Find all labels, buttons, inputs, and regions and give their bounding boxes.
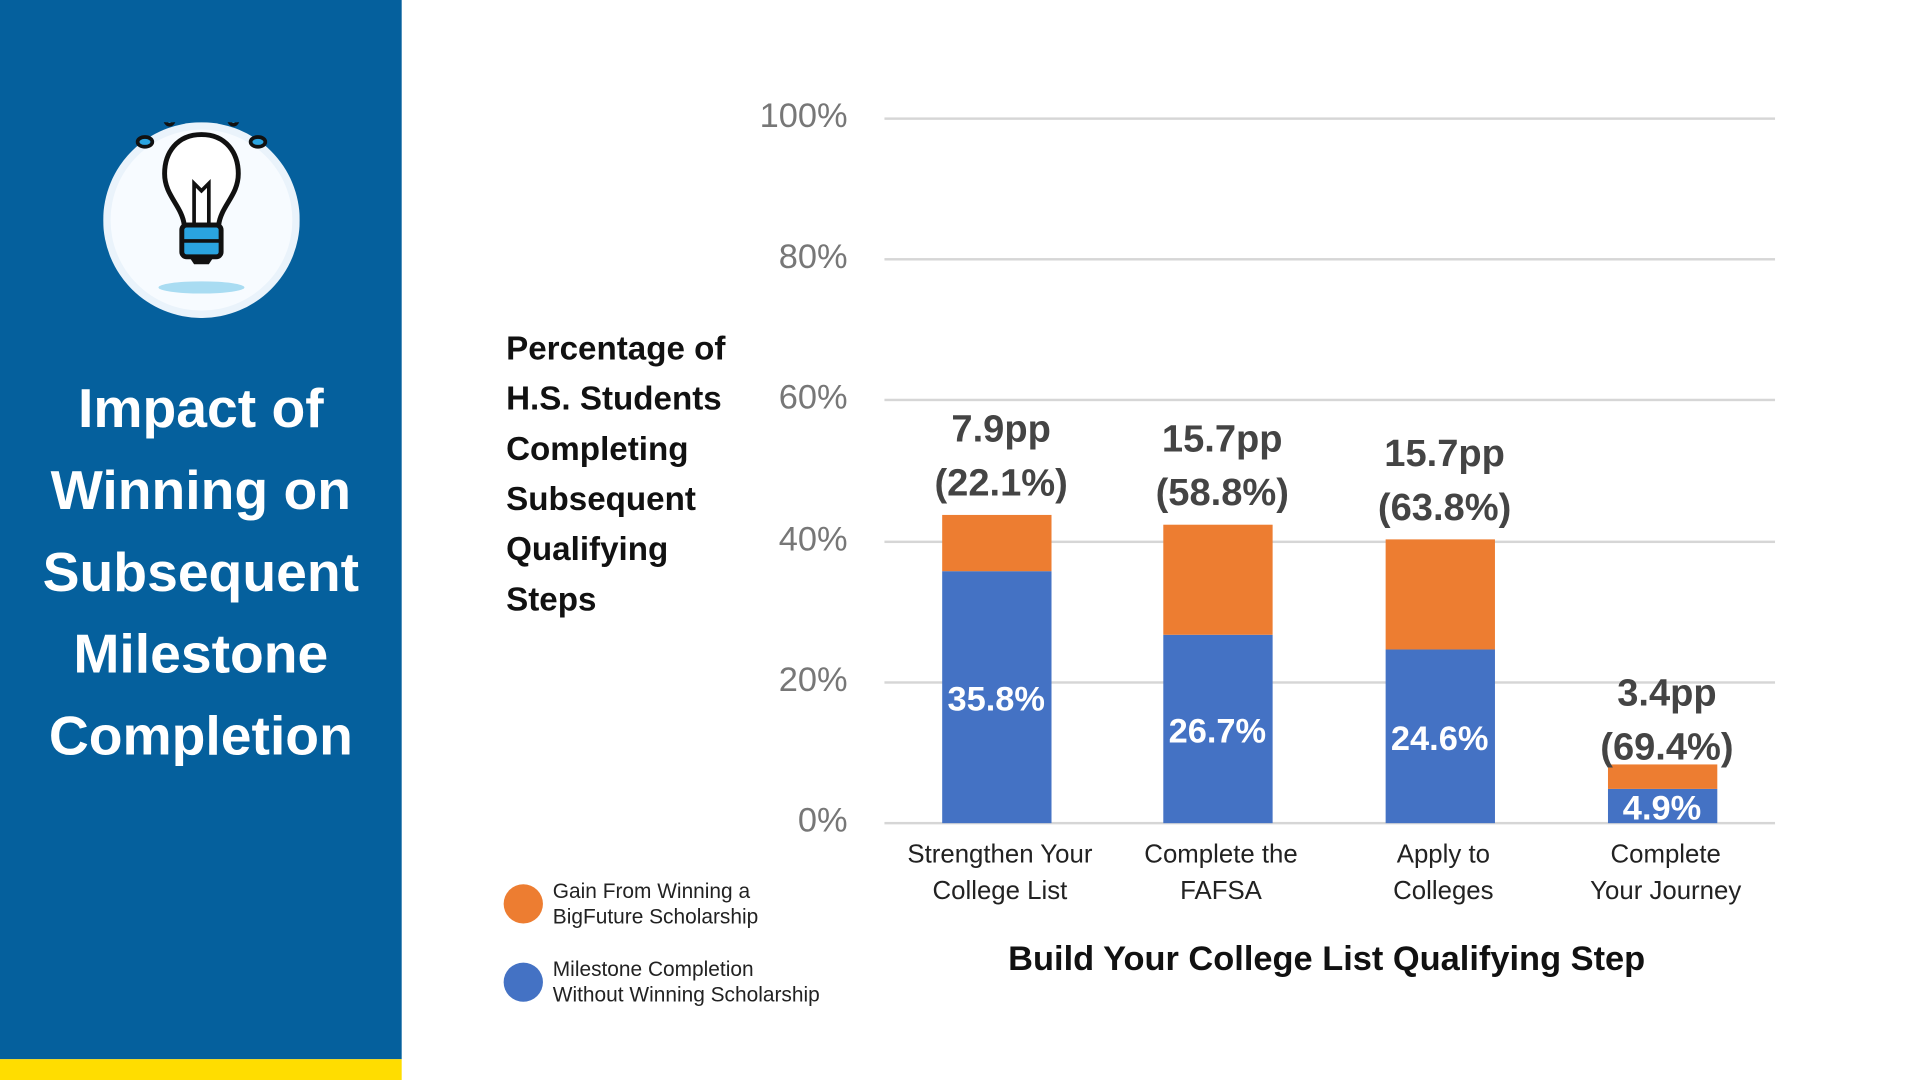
legend-swatch-orange [503, 884, 543, 924]
y-tick-label: 0% [797, 801, 848, 840]
legend-item-baseline: Milestone Completion Without Winning Sch… [503, 956, 820, 1007]
title-line: Winning on [50, 458, 352, 522]
annotation-pct: (58.8%) [1155, 470, 1289, 514]
legend-swatch-blue [503, 962, 543, 1002]
accent-bar [0, 1059, 402, 1080]
x-tick-label: Colleges [1393, 876, 1494, 906]
title-line: Completion [48, 704, 353, 767]
x-tick-label: Complete the [1144, 840, 1298, 869]
legend-label: Without Winning Scholarship [552, 983, 820, 1007]
y-tick-label: 100% [759, 96, 848, 135]
sidebar-panel: Impact of Winning on Subsequent Mileston… [0, 0, 402, 1060]
bar-gain [942, 515, 1052, 571]
bar-baseline [1385, 649, 1495, 824]
bar-value-label: 35.8% [947, 679, 1046, 718]
annotation-pp: 7.9pp [951, 407, 1051, 451]
y-tick-label: 40% [778, 519, 848, 558]
gridline [884, 117, 1776, 120]
annotation-pct: (69.4%) [1600, 725, 1734, 769]
title-line: Impact of [77, 376, 324, 440]
x-tick-label: Your Journey [1590, 876, 1742, 906]
bar-baseline [942, 570, 1052, 824]
bar-value-label: 26.7% [1168, 711, 1267, 750]
title-line: Milestone [73, 622, 329, 685]
legend-label: Gain From Winning a [552, 879, 751, 903]
annotation-pct: (22.1%) [934, 461, 1068, 505]
bar-baseline [1163, 635, 1273, 824]
legend-label: Milestone Completion [552, 957, 754, 981]
legend-label: BigFuture Scholarship [552, 905, 759, 929]
x-tick-label: College List [932, 876, 1068, 906]
bar-gain [1163, 524, 1273, 636]
y-tick-label: 80% [778, 237, 848, 276]
annotation-pct: (63.8%) [1377, 485, 1512, 529]
annotation-pp: 3.4pp [1617, 671, 1717, 715]
gridline [884, 821, 1776, 825]
x-tick-label: Strengthen Your [907, 840, 1093, 869]
y-tick-label: 60% [778, 378, 848, 417]
gridline [884, 540, 1776, 543]
bar-gain [1607, 764, 1718, 789]
annotation-pp: 15.7pp [1384, 431, 1505, 475]
legend-item-gain: Gain From Winning a BigFuture Scholarshi… [503, 878, 759, 929]
lightbulb-icon [103, 122, 300, 319]
gridline [884, 258, 1776, 261]
slide-title: Impact of Winning on Subsequent Mileston… [0, 367, 402, 777]
x-tick-label: Complete [1610, 840, 1721, 869]
gridline [884, 399, 1776, 402]
bar-value-label: 24.6% [1390, 719, 1489, 758]
x-axis-title: Build Your College List Qualifying Step [1008, 939, 1646, 978]
gridline [884, 681, 1776, 684]
y-tick-label: 20% [778, 660, 848, 699]
annotation-pp: 15.7pp [1161, 416, 1283, 460]
bar-gain [1385, 539, 1495, 650]
bar-baseline [1607, 788, 1718, 824]
x-tick-label: Apply to [1396, 840, 1490, 869]
x-tick-label: FAFSA [1180, 876, 1262, 906]
y-axis-label: Percentage of H.S. Students Completing S… [506, 330, 726, 618]
bar-value-label: 4.9% [1622, 788, 1702, 827]
title-line: Subsequent [42, 540, 360, 603]
